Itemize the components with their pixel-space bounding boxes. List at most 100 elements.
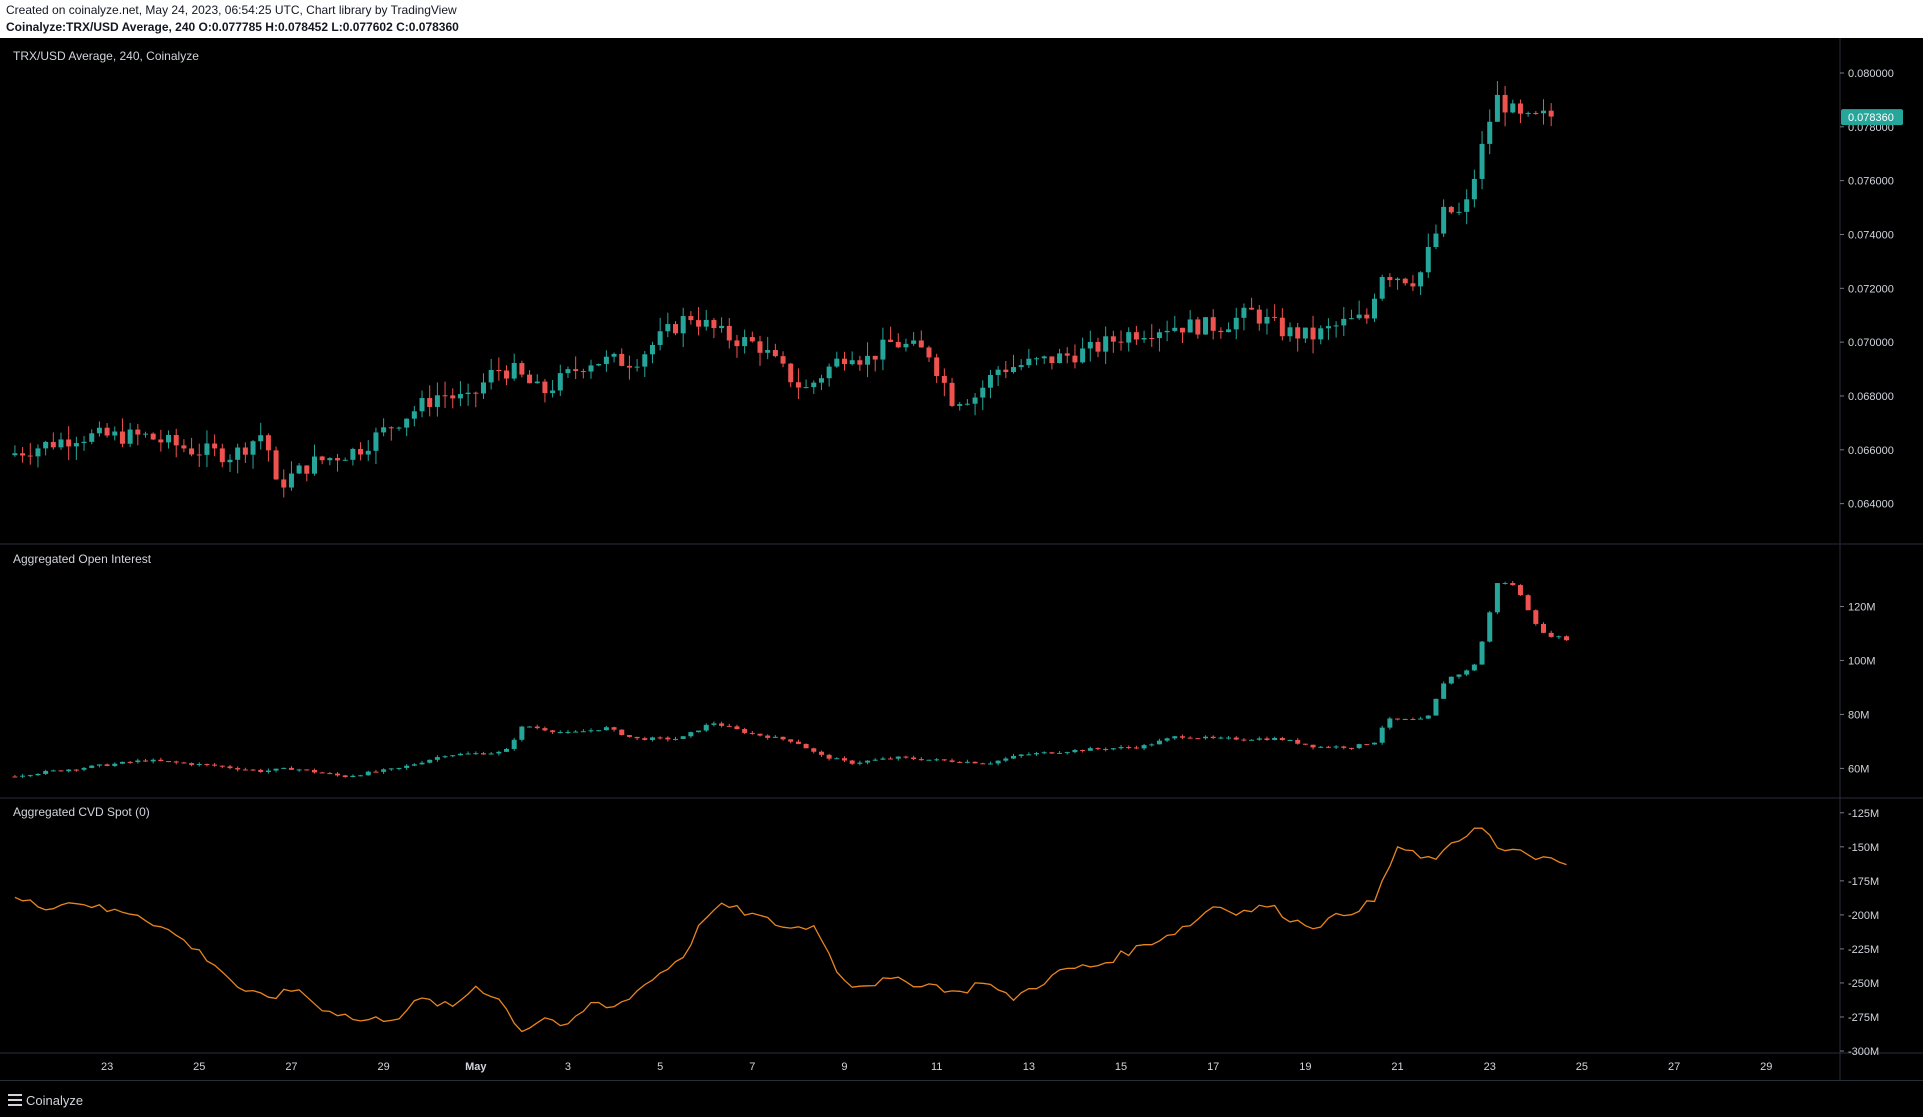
candle-body (665, 324, 671, 332)
time-tick-label: 19 (1299, 1061, 1311, 1073)
candle-body (603, 727, 609, 731)
candle-body (765, 350, 771, 353)
candle-body (473, 392, 479, 394)
candle-body (1372, 742, 1378, 745)
candle-body (1517, 585, 1523, 596)
candle-body (1448, 206, 1454, 213)
candle-body (1080, 749, 1086, 751)
candle-body (142, 433, 148, 435)
candle-body (273, 768, 279, 771)
candle-body (841, 758, 847, 761)
candle-body (949, 382, 955, 406)
candle-body (1141, 745, 1147, 749)
candle-body (1103, 748, 1109, 750)
candle-body (803, 387, 809, 389)
candle-body (542, 728, 548, 731)
created-caption: Created on coinalyze.net, May 24, 2023, … (6, 3, 457, 17)
candle-body (1310, 327, 1316, 340)
candle-body (20, 775, 26, 777)
candle-body (189, 448, 195, 455)
candle-body (150, 759, 156, 762)
candle-body (1064, 752, 1070, 754)
candle-body (488, 753, 494, 755)
candle-body (895, 341, 901, 348)
candle-body (603, 356, 609, 364)
candle-body (1341, 318, 1347, 326)
candle-body (865, 760, 871, 763)
candle-body (1203, 317, 1209, 335)
candle-body (1203, 736, 1209, 739)
candle-body (1364, 314, 1370, 319)
candle-body (1379, 727, 1385, 743)
candle-body (742, 729, 748, 733)
candle-body (457, 394, 463, 399)
candle-body (1533, 112, 1539, 114)
candle-body (1272, 316, 1278, 318)
candle-body (1249, 307, 1255, 310)
candle-body (1149, 338, 1155, 340)
time-axis[interactable]: 23 25 27 29 May 3 5 7 9 11 13 15 17 19 21 23 25 27 29 (101, 1061, 1772, 1073)
candle-body (1287, 739, 1293, 741)
candle-body (557, 732, 563, 734)
candle-body (327, 458, 333, 461)
candle-body (1218, 737, 1224, 739)
cvd-line (14, 827, 1567, 1033)
candle-body (596, 363, 602, 366)
candle-body (127, 761, 133, 763)
candle-body (849, 360, 855, 365)
candle-body (1471, 664, 1477, 671)
candle-body (1510, 103, 1516, 113)
candle-body (680, 316, 686, 334)
menu-icon[interactable] (8, 1094, 22, 1106)
cvd-pane[interactable]: -125M -150M -175M -200M -225M -250M -275M -300M (14, 808, 1879, 1058)
candle-body (273, 450, 279, 480)
candle-body (649, 344, 655, 355)
candle-body (12, 453, 18, 456)
candle-body (242, 447, 248, 455)
candle-body (688, 316, 694, 321)
candle-body (665, 737, 671, 740)
candle-body (550, 730, 556, 733)
candle-body (1126, 332, 1132, 343)
open-interest-pane[interactable]: 120M 100M 80M 60M (12, 580, 1876, 779)
candle-body (673, 324, 679, 334)
candle-body (1448, 676, 1454, 684)
cvd-tick-label: -150M (1848, 842, 1879, 854)
candle-body (1387, 718, 1393, 728)
candle-body (1325, 746, 1331, 748)
candle-body (557, 373, 563, 391)
candle-body (1395, 278, 1401, 281)
candle-body (1156, 332, 1162, 339)
candle-body (1402, 718, 1408, 720)
candle-body (342, 459, 348, 461)
candle-body (680, 736, 686, 739)
candle-body (1564, 636, 1570, 641)
candle-body (358, 448, 364, 455)
candle-body (972, 761, 978, 764)
candle-body (1517, 103, 1523, 114)
candle-body (1010, 367, 1016, 373)
chart-canvas[interactable]: 0.0800000.0780000.0760000.0740000.072000… (0, 38, 1923, 1080)
candle-body (1080, 348, 1086, 363)
candle-body (73, 769, 79, 771)
candle-body (1256, 309, 1262, 324)
candle-body (573, 731, 579, 733)
candle-body (465, 753, 471, 755)
candle-body (865, 355, 871, 365)
candle-body (527, 726, 533, 728)
candle-body (826, 754, 832, 759)
candle-body (1364, 744, 1370, 746)
candle-body (1164, 330, 1170, 333)
candle-body (242, 769, 248, 771)
candle-body (12, 776, 18, 778)
open-value: 0.077785 (211, 20, 262, 34)
candle-body (1502, 583, 1508, 585)
candle-body (1264, 316, 1270, 324)
time-tick-label: 15 (1115, 1061, 1127, 1073)
candle-body (73, 443, 79, 447)
candle-body (43, 441, 49, 449)
price-pane[interactable]: 0.0800000.0780000.0760000.0740000.072000… (12, 68, 1903, 511)
time-tick-label: 29 (1760, 1061, 1772, 1073)
cvd-tick-label: -250M (1848, 978, 1879, 990)
candle-body (196, 454, 202, 456)
